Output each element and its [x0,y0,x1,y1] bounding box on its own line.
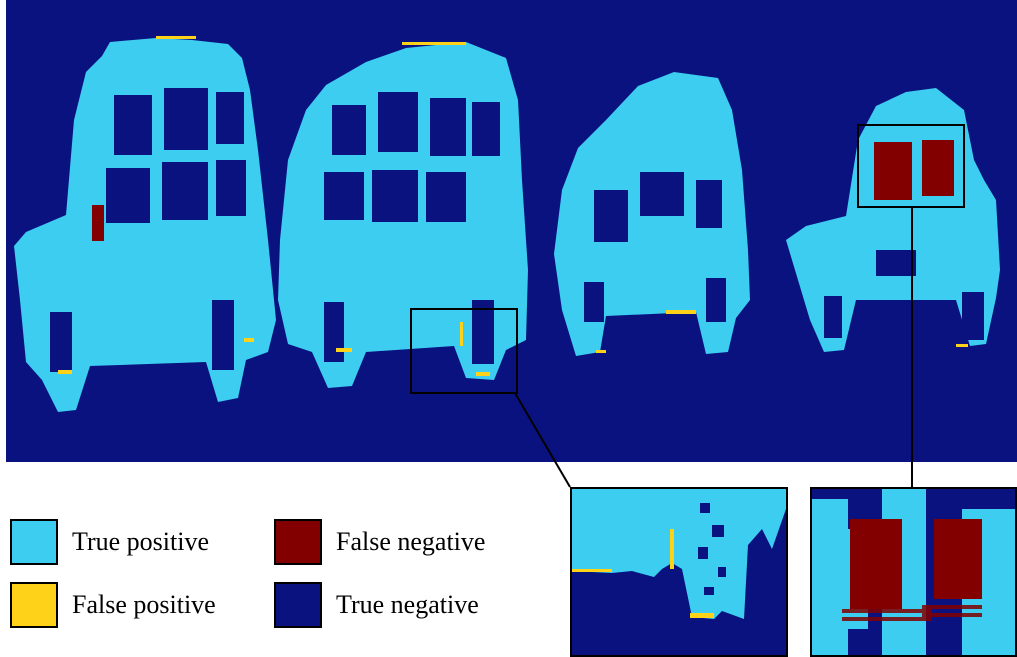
vehicle-4-false-positive [956,344,968,347]
swatch-false-positive [10,582,58,628]
swatch-false-negative [274,519,322,565]
vehicle-4-false-negative [874,140,954,200]
legend-true-negative: True negative [274,582,479,628]
zoom-inset-right [810,487,1017,657]
vehicle-2-windows [324,92,500,364]
vehicle-1-false-negative [92,205,104,241]
legend-true-positive: True positive [10,519,209,565]
legend-label-true-negative: True negative [336,590,479,619]
swatch-true-negative [274,582,322,628]
legend-false-positive: False positive [10,582,216,628]
legend-label-false-positive: False positive [72,590,216,619]
vehicle-1-false-positive [58,36,254,374]
vehicle-4-windows [824,250,984,340]
legend-label-false-negative: False negative [336,527,486,556]
segmentation-result-panel [6,0,1017,462]
legend-label-true-positive: True positive [72,527,209,556]
vehicle-2-false-positive [336,42,490,376]
vehicle-3-false-positive [596,310,696,353]
legend-false-negative: False negative [274,519,485,565]
zoom-inset-left [570,487,788,657]
vehicle-3-windows [584,172,726,322]
vehicle-1-windows [50,88,246,372]
vehicle-1-segmentation [14,38,276,412]
zoom-region-left [410,308,518,394]
swatch-true-positive [10,519,58,565]
